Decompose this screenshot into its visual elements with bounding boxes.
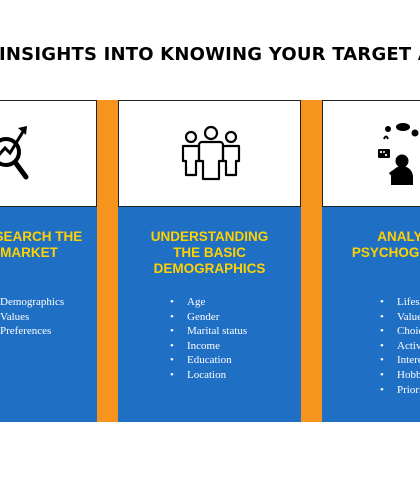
column-3-list: Lifestyle Values Choices Activities Inte…	[380, 295, 420, 397]
divider-2	[301, 100, 322, 422]
list-item: Activities	[380, 339, 420, 354]
list-item: Location	[170, 368, 247, 383]
column-1-icon-panel	[0, 100, 97, 207]
divider-1	[97, 100, 118, 422]
page-title-text: INSIGHTS INTO KNOWING YOUR TARGET AUDIEN…	[0, 44, 420, 65]
list-item: Gender	[170, 310, 247, 325]
column-3-heading: ANALYZING PSYCHOGRAPHICS	[351, 229, 420, 260]
list-item: Education	[170, 353, 247, 368]
list-item: Values	[0, 310, 64, 325]
person-hobbies-icon	[378, 123, 419, 185]
list-item: Choices	[380, 324, 420, 339]
list-item: Interests	[380, 353, 420, 368]
list-item: Priorities	[380, 383, 420, 398]
column-1-list: Demographics Values Preferences	[0, 295, 64, 339]
list-item: Values	[380, 310, 420, 325]
list-item: Preferences	[0, 324, 64, 339]
list-item: Lifestyle	[380, 295, 420, 310]
column-2-list: Age Gender Marital status Income Educati…	[170, 295, 247, 383]
list-item: Marital status	[170, 324, 247, 339]
column-2-icon-panel	[118, 100, 301, 207]
people-group-icon	[181, 125, 241, 181]
page-title: INSIGHTS INTO KNOWING YOUR TARGET AUDIEN…	[0, 44, 420, 74]
list-item: Hobbies	[380, 368, 420, 383]
list-item: Income	[170, 339, 247, 354]
column-3-icon-panel	[322, 100, 420, 207]
list-item: Age	[170, 295, 247, 310]
column-2-heading: UNDERSTANDING THE BASIC DEMOGRAPHICS	[150, 229, 269, 276]
magnifier-growth-icon	[0, 126, 29, 180]
list-item: Demographics	[0, 295, 64, 310]
column-1-heading: RESEARCH THE MARKET	[0, 229, 83, 260]
